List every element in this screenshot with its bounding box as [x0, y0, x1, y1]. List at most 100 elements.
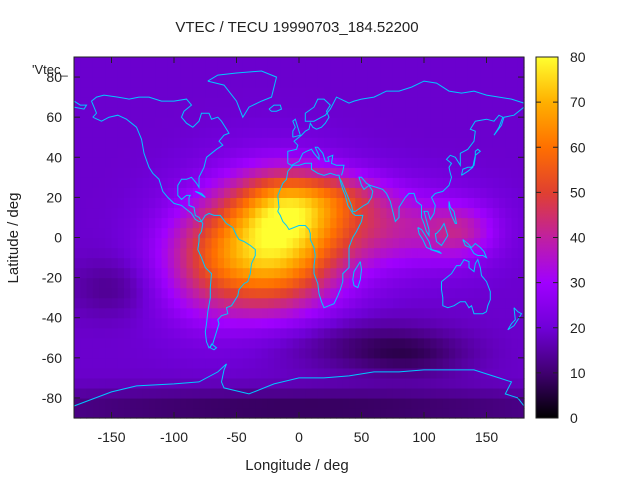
heatmap-cell: [217, 117, 225, 128]
heatmap-cell: [467, 267, 475, 279]
heatmap-cell: [267, 57, 275, 68]
heatmap-cell: [311, 107, 319, 118]
heatmap-cell: [330, 187, 338, 198]
heatmap-cell: [424, 67, 431, 78]
heatmap-cell: [99, 67, 106, 78]
heatmap-cell: [211, 297, 219, 309]
heatmap-cell: [292, 67, 300, 78]
heatmap-cell: [311, 387, 319, 399]
heatmap-cell: [261, 227, 269, 239]
heatmap-cell: [486, 237, 494, 249]
heatmap-cell: [217, 397, 225, 409]
heatmap-cell: [292, 187, 300, 198]
heatmap-cell: [236, 227, 244, 239]
heatmap-cell: [286, 77, 294, 88]
heatmap-cell: [349, 127, 356, 138]
heatmap-cell: [130, 217, 138, 229]
heatmap-cell: [192, 297, 200, 309]
heatmap-cell: [86, 247, 94, 259]
heatmap-cell: [117, 397, 125, 409]
heatmap-cell: [380, 247, 388, 259]
heatmap-cell: [511, 357, 519, 369]
heatmap-cell: [336, 387, 344, 399]
heatmap-cell: [311, 317, 319, 329]
heatmap-cell: [517, 267, 525, 279]
heatmap-cell: [199, 377, 206, 389]
heatmap-cell: [205, 127, 213, 138]
heatmap-cell: [136, 357, 144, 369]
heatmap-cell: [211, 167, 219, 178]
heatmap-cell: [467, 377, 475, 389]
heatmap-cell: [117, 367, 125, 379]
heatmap-cell: [511, 137, 519, 148]
heatmap-cell: [374, 287, 381, 299]
heatmap-cell: [286, 397, 294, 409]
heatmap-cell: [424, 197, 431, 209]
heatmap-cell: [386, 367, 394, 379]
heatmap-cell: [486, 407, 494, 419]
heatmap-cell: [392, 337, 400, 349]
heatmap-cell: [486, 117, 494, 128]
heatmap-cell: [99, 197, 106, 209]
heatmap-cell: [261, 97, 269, 108]
heatmap-cell: [86, 397, 94, 409]
heatmap-cell: [199, 77, 206, 88]
heatmap-cell: [430, 387, 438, 399]
heatmap-cell: [86, 347, 94, 359]
heatmap-cell: [286, 367, 294, 379]
heatmap-cell: [505, 317, 513, 329]
heatmap-cell: [99, 157, 106, 168]
heatmap-cell: [436, 207, 444, 219]
heatmap-cell: [436, 257, 444, 269]
heatmap-cell: [386, 207, 394, 219]
heatmap-cell: [386, 217, 394, 229]
heatmap-cell: [449, 107, 456, 118]
heatmap-cell: [174, 407, 181, 419]
heatmap-cell: [236, 207, 244, 219]
coastline: [507, 307, 523, 331]
heatmap-cell: [374, 157, 381, 168]
heatmap-cell: [517, 397, 525, 409]
heatmap-cell: [449, 177, 456, 188]
heatmap-cell: [374, 177, 381, 188]
heatmap-cell: [405, 307, 413, 319]
heatmap-cell: [292, 97, 300, 108]
heatmap-cell: [142, 77, 150, 88]
heatmap-cell: [386, 127, 394, 138]
heatmap-cell: [111, 87, 119, 98]
heatmap-cell: [199, 107, 206, 118]
heatmap-cell: [111, 227, 119, 239]
heatmap-cell: [80, 167, 88, 178]
heatmap-cell: [167, 67, 175, 78]
heatmap-cell: [174, 137, 181, 148]
heatmap-cell: [380, 177, 388, 188]
heatmap-cell: [186, 277, 194, 289]
heatmap-cell: [511, 347, 519, 359]
heatmap-cell: [430, 257, 438, 269]
heatmap-cell: [267, 237, 275, 249]
heatmap-cell: [86, 227, 94, 239]
heatmap-cell: [236, 77, 244, 88]
heatmap-cell: [317, 87, 325, 98]
heatmap-cell: [130, 137, 138, 148]
heatmap-cell: [480, 157, 488, 168]
heatmap-cell: [317, 167, 325, 178]
heatmap-cell: [317, 277, 325, 289]
heatmap-cell: [86, 327, 94, 339]
heatmap-cell: [149, 247, 156, 259]
heatmap-cell: [324, 337, 331, 349]
heatmap-cell: [349, 257, 356, 269]
heatmap-cell: [149, 237, 156, 249]
heatmap-cell: [355, 157, 363, 168]
heatmap-cell: [161, 97, 169, 108]
heatmap-cell: [424, 307, 431, 319]
heatmap-cell: [367, 217, 375, 229]
heatmap-cell: [236, 397, 244, 409]
heatmap-cell: [180, 167, 188, 178]
heatmap-cell: [411, 117, 419, 128]
heatmap-cell: [74, 87, 81, 98]
heatmap-cell: [499, 227, 506, 239]
heatmap-cell: [499, 107, 506, 118]
heatmap-cell: [124, 337, 131, 349]
heatmap-cell: [442, 67, 450, 78]
